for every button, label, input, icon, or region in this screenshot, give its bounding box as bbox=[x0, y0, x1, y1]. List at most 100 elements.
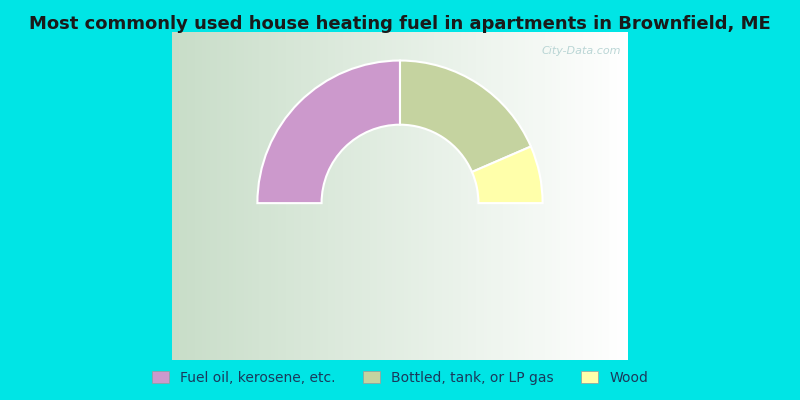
Bar bbox=[484, 32, 487, 360]
Bar bbox=[408, 32, 411, 360]
Bar bbox=[502, 32, 506, 360]
Bar bbox=[339, 32, 343, 360]
Bar bbox=[442, 32, 446, 360]
Bar bbox=[301, 32, 305, 360]
Bar bbox=[172, 32, 176, 360]
Bar bbox=[358, 32, 362, 360]
Bar bbox=[510, 32, 514, 360]
Bar bbox=[366, 32, 370, 360]
Bar bbox=[454, 32, 457, 360]
Bar bbox=[457, 32, 461, 360]
Bar bbox=[446, 32, 450, 360]
Bar bbox=[267, 32, 270, 360]
Bar bbox=[491, 32, 495, 360]
Bar bbox=[404, 32, 408, 360]
Bar bbox=[617, 32, 621, 360]
Bar bbox=[465, 32, 469, 360]
Bar bbox=[480, 32, 484, 360]
Bar bbox=[430, 32, 434, 360]
Bar bbox=[514, 32, 518, 360]
Text: City-Data.com: City-Data.com bbox=[542, 46, 621, 56]
Bar bbox=[343, 32, 346, 360]
Bar bbox=[324, 32, 328, 360]
Bar bbox=[316, 32, 320, 360]
Bar bbox=[392, 32, 396, 360]
Bar bbox=[548, 32, 552, 360]
Bar bbox=[613, 32, 617, 360]
Bar bbox=[518, 32, 522, 360]
Bar bbox=[563, 32, 567, 360]
Bar bbox=[606, 32, 609, 360]
Bar bbox=[499, 32, 502, 360]
Bar bbox=[183, 32, 187, 360]
Bar bbox=[571, 32, 575, 360]
Bar bbox=[259, 32, 263, 360]
Bar bbox=[526, 32, 530, 360]
Bar bbox=[537, 32, 541, 360]
Bar bbox=[331, 32, 335, 360]
Bar bbox=[495, 32, 499, 360]
Bar bbox=[346, 32, 350, 360]
Bar bbox=[389, 32, 392, 360]
Bar bbox=[426, 32, 430, 360]
Bar bbox=[179, 32, 183, 360]
Bar bbox=[191, 32, 194, 360]
Bar bbox=[541, 32, 545, 360]
Bar bbox=[377, 32, 381, 360]
Bar bbox=[624, 32, 628, 360]
Bar bbox=[187, 32, 191, 360]
Bar bbox=[278, 32, 282, 360]
Bar bbox=[354, 32, 358, 360]
Bar bbox=[582, 32, 586, 360]
Bar bbox=[252, 32, 255, 360]
Bar bbox=[328, 32, 331, 360]
Bar bbox=[240, 32, 244, 360]
Bar bbox=[602, 32, 606, 360]
Wedge shape bbox=[258, 60, 400, 203]
Bar bbox=[556, 32, 560, 360]
Bar bbox=[320, 32, 324, 360]
Bar bbox=[461, 32, 465, 360]
Bar bbox=[530, 32, 533, 360]
Bar bbox=[206, 32, 210, 360]
Bar bbox=[176, 32, 179, 360]
Bar bbox=[335, 32, 339, 360]
Bar bbox=[450, 32, 454, 360]
Bar bbox=[305, 32, 309, 360]
Bar bbox=[225, 32, 229, 360]
Bar bbox=[578, 32, 582, 360]
Bar bbox=[423, 32, 426, 360]
Bar bbox=[533, 32, 537, 360]
Bar bbox=[560, 32, 563, 360]
Bar bbox=[419, 32, 423, 360]
Bar bbox=[590, 32, 594, 360]
Bar bbox=[282, 32, 286, 360]
Text: Most commonly used house heating fuel in apartments in Brownfield, ME: Most commonly used house heating fuel in… bbox=[29, 15, 771, 33]
Bar bbox=[198, 32, 202, 360]
Bar bbox=[400, 32, 404, 360]
Bar bbox=[506, 32, 510, 360]
Bar bbox=[218, 32, 222, 360]
Bar bbox=[434, 32, 438, 360]
Bar bbox=[313, 32, 316, 360]
Bar bbox=[237, 32, 240, 360]
Bar bbox=[472, 32, 476, 360]
Bar bbox=[586, 32, 590, 360]
Bar bbox=[415, 32, 419, 360]
Bar bbox=[202, 32, 206, 360]
Bar bbox=[487, 32, 491, 360]
Bar bbox=[545, 32, 548, 360]
Bar bbox=[370, 32, 374, 360]
Bar bbox=[229, 32, 233, 360]
Bar bbox=[309, 32, 313, 360]
Bar bbox=[362, 32, 366, 360]
Bar bbox=[286, 32, 290, 360]
Bar bbox=[350, 32, 354, 360]
Bar bbox=[298, 32, 301, 360]
Bar bbox=[290, 32, 294, 360]
Bar bbox=[244, 32, 248, 360]
Bar bbox=[248, 32, 252, 360]
Legend: Fuel oil, kerosene, etc., Bottled, tank, or LP gas, Wood: Fuel oil, kerosene, etc., Bottled, tank,… bbox=[146, 366, 654, 390]
Bar bbox=[233, 32, 237, 360]
Bar bbox=[567, 32, 571, 360]
